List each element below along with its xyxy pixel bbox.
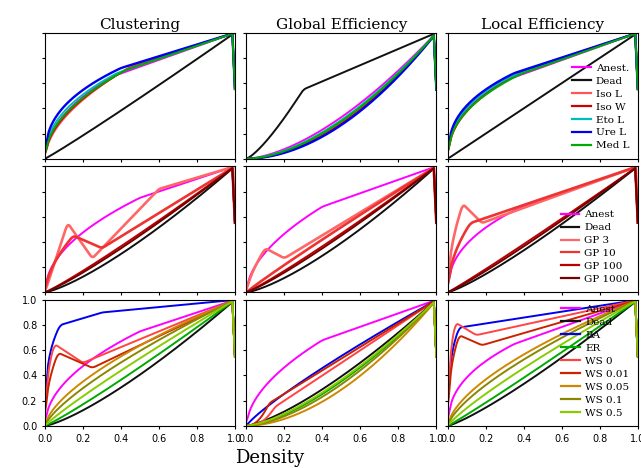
- Title: Local Efficiency: Local Efficiency: [481, 18, 604, 32]
- Title: Clustering: Clustering: [99, 18, 181, 32]
- Text: Density: Density: [235, 449, 304, 468]
- Title: Global Efficiency: Global Efficiency: [276, 18, 407, 32]
- Legend: Anest, Dead, BA, ER, WS 0, WS 0.01, WS 0.05, WS 0.1, WS 0.5: Anest, Dead, BA, ER, WS 0, WS 0.01, WS 0…: [558, 302, 633, 421]
- Legend: Anest, Dead, GP 3, GP 10, GP 100, GP 1000: Anest, Dead, GP 3, GP 10, GP 100, GP 100…: [558, 207, 633, 287]
- Legend: Anest., Dead, Iso L, Iso W, Eto L, Ure L, Med L: Anest., Dead, Iso L, Iso W, Eto L, Ure L…: [569, 60, 633, 154]
